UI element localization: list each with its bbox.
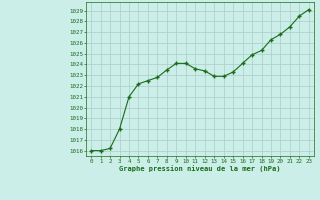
X-axis label: Graphe pression niveau de la mer (hPa): Graphe pression niveau de la mer (hPa) [119,165,281,172]
